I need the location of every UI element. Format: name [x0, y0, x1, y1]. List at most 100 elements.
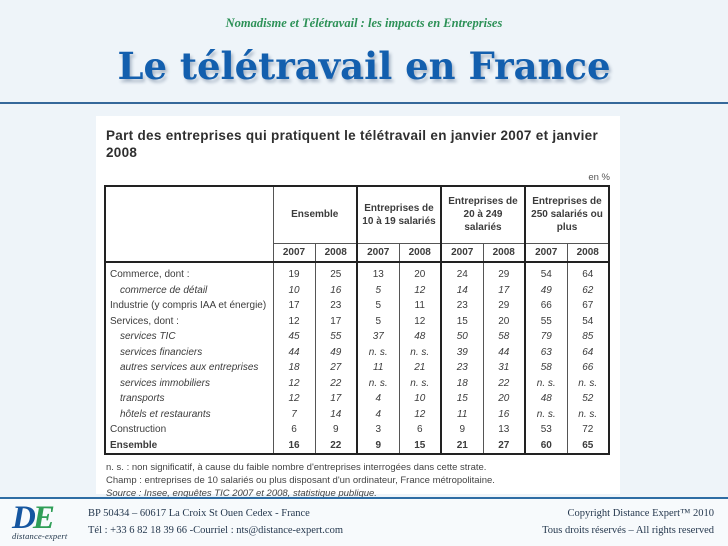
table-footnotes: n. s. : non significatif, à cause du fai…: [106, 461, 612, 501]
row-label: hôtels et restaurants: [120, 408, 211, 420]
cell-value: 21: [440, 437, 483, 454]
table-body: Commerce, dont :19 25 13 20 24 29 54 64 commerce…: [105, 261, 609, 454]
cell-value: 18: [440, 375, 483, 391]
cell-value: 5: [356, 313, 399, 329]
slide-title: Le télétravail en France: [117, 44, 611, 88]
cell-value: 29: [482, 297, 525, 314]
cell-value: 4: [356, 390, 399, 407]
cell-value: 37: [356, 328, 399, 345]
cell-value: 20: [398, 261, 441, 283]
row-label: services TIC: [120, 331, 176, 342]
footnote-champ: Champ : entreprises de 10 salariés ou pl…: [106, 475, 495, 487]
cell-value: 24: [440, 261, 483, 283]
cell-value: 22: [314, 437, 357, 454]
cell-value: 15: [398, 437, 441, 454]
table-group-header-row: Ensemble Entreprises de 10 à 19 salariés…: [105, 185, 609, 263]
table-row: services financiers 44 49 n. s. n. s. 39 44 63 6…: [105, 344, 609, 360]
table-title: Part des entreprises qui pratiquent le t…: [106, 128, 599, 160]
cell-value: 18: [272, 359, 315, 376]
column-group-10-19: Entreprises de 10 à 19 salariés: [356, 185, 441, 244]
cell-value: 23: [440, 359, 483, 376]
logo-letter-e: E: [32, 500, 55, 537]
table-row: autres services aux entreprises 18 27 11 21 2…: [105, 359, 609, 376]
year-header: 2008: [314, 243, 357, 263]
row-label-header: [105, 185, 273, 263]
cell-value: 27: [314, 359, 357, 376]
year-header: 2008: [566, 243, 609, 263]
row-label: Commerce, dont :: [110, 269, 190, 280]
cell-value: 55: [314, 328, 357, 345]
cell-value: 53: [524, 421, 567, 438]
row-label: transports: [120, 393, 165, 404]
cell-value: 6: [272, 421, 315, 438]
table-row: commerce de détail 10 16 5 12 14 17 49 62: [105, 282, 609, 298]
cell-value: 52: [566, 390, 609, 407]
cell-value: 9: [314, 421, 357, 438]
distance-expert-logo: DE distance-expert: [12, 502, 88, 541]
cell-value: 16: [314, 282, 357, 298]
slide-subtitle: Nomadisme et Télétravail : les impacts e…: [225, 16, 503, 30]
cell-value: 31: [482, 359, 525, 376]
footnote-ns: n. s. : non significatif, à cause du fai…: [106, 461, 487, 473]
cell-value: 10: [272, 282, 315, 298]
cell-value: 48: [524, 390, 567, 407]
row-label: services financiers: [120, 346, 203, 358]
cell-value: 62: [566, 282, 609, 298]
cell-value: 14: [314, 406, 357, 422]
cell-value: 16: [482, 406, 525, 422]
row-label: Construction: [110, 424, 167, 435]
cell-value: 63: [524, 344, 567, 360]
cell-value: 16: [272, 437, 315, 454]
cell-value: 12: [398, 282, 441, 298]
cell-value: 64: [566, 344, 609, 360]
column-group-250-plus: Entreprises de 250 salariés ou plus: [524, 185, 609, 244]
table-row: Construction 6 9 3 6 9 13 53 72: [105, 421, 609, 438]
cell-value: 50: [440, 328, 483, 345]
logo-letters: DE: [12, 502, 88, 535]
cell-value: 11: [356, 359, 399, 376]
cell-value: 29: [482, 261, 525, 283]
cell-value: 58: [482, 328, 525, 345]
cell-value: 6: [398, 421, 441, 438]
row-label: services immobiliers: [120, 377, 211, 389]
cell-value: 23: [440, 297, 483, 314]
cell-value: 3: [356, 421, 399, 438]
cell-value: 11: [398, 297, 441, 314]
cell-value: 39: [440, 344, 483, 360]
cell-value: n. s.: [398, 344, 441, 360]
cell-value: 12: [272, 390, 315, 407]
cell-value: 12: [272, 375, 315, 391]
year-header: 2007: [524, 243, 567, 263]
cell-value: 66: [566, 359, 609, 376]
logo-letter-d: D: [12, 500, 36, 537]
copyright-line-2: Tous droits réservés – All rights reserv…: [542, 524, 714, 536]
column-group-ensemble: Ensemble: [272, 185, 357, 244]
cell-value: n. s.: [566, 375, 609, 391]
row-label: Industrie (y compris IAA et énergie): [110, 300, 267, 311]
cell-value: 17: [272, 297, 315, 314]
table-row: hôtels et restaurants 7 14 4 12 11 16 n. s. n. s…: [105, 406, 609, 422]
column-group-20-249: Entreprises de 20 à 249 salariés: [440, 185, 525, 244]
cell-value: 15: [440, 390, 483, 407]
table-row: Commerce, dont : 19 25 13 20 24 29 54 64: [105, 261, 609, 283]
cell-value: 10: [398, 390, 441, 407]
cell-value: 60: [524, 437, 567, 454]
cell-value: n. s.: [398, 375, 441, 391]
cell-value: n. s.: [356, 344, 399, 360]
year-header: 2007: [356, 243, 399, 263]
cell-value: 54: [566, 313, 609, 329]
table-row: Services, dont :12 17 5 12 15 20 55 54: [105, 313, 609, 329]
cell-value: 79: [524, 328, 567, 345]
cell-value: n. s.: [524, 406, 567, 422]
cell-value: 4: [356, 406, 399, 422]
cell-value: 67: [566, 297, 609, 314]
cell-value: 72: [566, 421, 609, 438]
cell-value: 17: [314, 390, 357, 407]
unit-label: en %: [588, 171, 610, 183]
cell-value: 17: [482, 282, 525, 298]
row-label: Ensemble: [110, 439, 158, 451]
cell-value: 15: [440, 313, 483, 329]
cell-value: n. s.: [524, 375, 567, 391]
cell-value: 65: [566, 437, 609, 454]
